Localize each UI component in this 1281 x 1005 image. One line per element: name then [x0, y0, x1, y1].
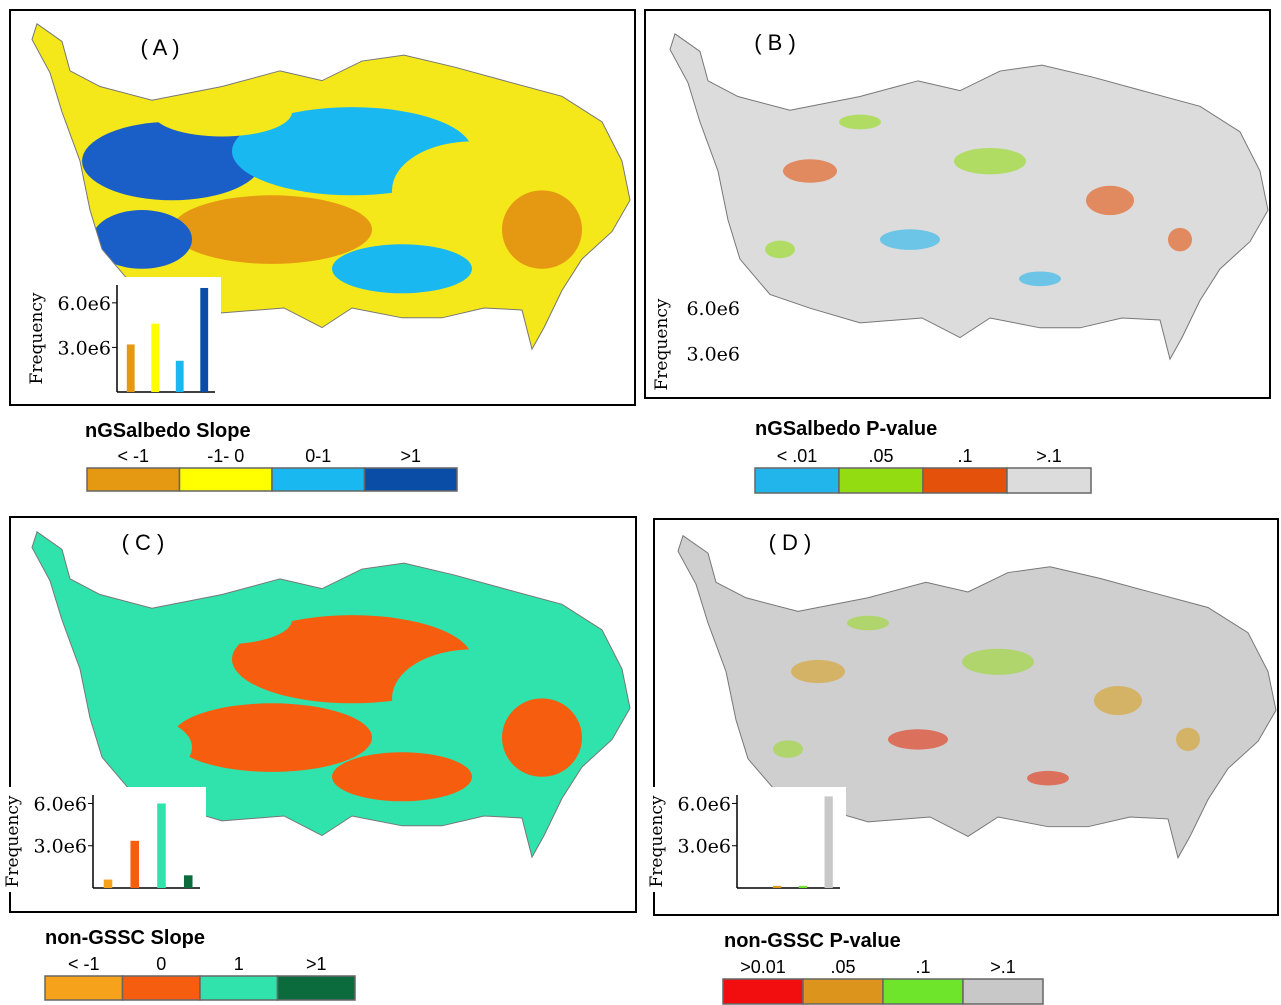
panel-label: ( C ) — [122, 530, 165, 555]
map-fill — [660, 24, 1280, 377]
legend-title: non-GSSC P-value — [724, 930, 901, 952]
map-region — [92, 210, 192, 269]
legend-label: >.1 — [1036, 446, 1062, 466]
bar — [799, 886, 807, 888]
y-tick-label: 6.0e6 — [33, 793, 87, 815]
legend-label: >1 — [306, 954, 327, 974]
map-region — [152, 596, 292, 645]
bar — [157, 803, 166, 888]
y-tick-label: 3.0e6 — [57, 337, 111, 359]
map-region — [502, 190, 582, 268]
legend-swatch — [45, 976, 123, 1000]
y-axis-label: Frequency — [27, 292, 47, 384]
map-region — [1086, 186, 1134, 215]
y-tick-label: 6.0e6 — [677, 793, 731, 815]
map-region — [839, 115, 881, 130]
legend-label: < .01 — [777, 446, 818, 466]
legend-swatch — [180, 468, 273, 491]
map-region — [1168, 228, 1192, 252]
y-axis-label: Frequency — [647, 795, 667, 887]
legend-swatch — [123, 976, 201, 1000]
map-region — [773, 740, 803, 757]
legend-label: -1- 0 — [207, 446, 244, 466]
legend-label: < -1 — [117, 446, 149, 466]
legend-label: < -1 — [68, 954, 100, 974]
map-region — [791, 660, 845, 683]
legend-title: non-GSSC Slope — [45, 927, 205, 949]
map-region — [502, 698, 582, 776]
legend-swatch — [803, 979, 883, 1004]
legend-swatch — [755, 468, 839, 493]
legend-label: .1 — [915, 957, 930, 977]
legend-title: nGSalbedo P-value — [755, 418, 937, 440]
map-region — [152, 88, 292, 137]
panel-label: ( B ) — [754, 30, 796, 55]
map-region — [1094, 686, 1142, 715]
bar — [200, 288, 208, 392]
legend-label: .1 — [957, 446, 972, 466]
legend-swatch — [200, 976, 278, 1000]
map-region — [1176, 728, 1200, 751]
map-region — [1027, 771, 1069, 786]
map-region — [332, 244, 472, 293]
legend-label: 0-1 — [305, 446, 331, 466]
inset-bg — [27, 277, 221, 396]
panel: ( D ) 6.0e6 3.0e6 Frequency non-GSSC P-value… — [647, 519, 1281, 1004]
map-region — [888, 729, 948, 749]
map-region — [783, 159, 837, 183]
legend-swatch — [1007, 468, 1091, 493]
bar — [151, 324, 159, 392]
legend-swatch — [963, 979, 1043, 1004]
legend-swatch — [839, 468, 923, 493]
legend-label: >.1 — [990, 957, 1016, 977]
legend-swatch — [923, 468, 1007, 493]
panel: ( C ) 6.0e6 3.0e6 Frequency non-GSSC Slope < … — [3, 517, 642, 1000]
legend-label: >1 — [400, 446, 421, 466]
legend-swatch — [278, 976, 356, 1000]
legend-label: .05 — [868, 446, 893, 466]
map-region — [880, 229, 940, 250]
legend-label: 1 — [234, 954, 244, 974]
legend-swatch — [365, 468, 458, 491]
map-region — [172, 195, 372, 264]
panel: ( B ) 6.0e6 3.0e6 Frequency nGSalbedo P-valu… — [645, 10, 1280, 493]
legend-label: .05 — [830, 957, 855, 977]
legend-swatch — [723, 979, 803, 1004]
bar — [176, 361, 184, 392]
map-region — [172, 703, 372, 772]
legend-label: >0.01 — [740, 957, 786, 977]
map — [660, 24, 1280, 377]
legend-swatch — [272, 468, 365, 491]
map-region — [847, 616, 889, 631]
legend-swatch — [883, 979, 963, 1004]
map-region — [962, 649, 1034, 675]
bar — [825, 796, 833, 888]
map-region — [1019, 271, 1061, 286]
y-tick-label: 3.0e6 — [677, 836, 731, 858]
map-region — [765, 241, 795, 259]
panel-label: ( D ) — [769, 530, 812, 555]
y-axis-label: Frequency — [652, 298, 672, 390]
map-base — [660, 24, 1280, 377]
figure: ( A ) 6.0e6 3.0e6 Frequency nGSalbedo Slope <… — [0, 0, 1281, 1005]
map-region — [92, 718, 192, 777]
bar — [773, 886, 781, 888]
map-region — [954, 148, 1026, 174]
y-tick-label: 3.0e6 — [33, 836, 87, 858]
y-axis-label: Frequency — [3, 795, 23, 887]
bar — [184, 875, 193, 888]
panel: ( A ) 6.0e6 3.0e6 Frequency nGSalbedo Slope <… — [10, 10, 642, 491]
panel-label: ( A ) — [140, 35, 179, 60]
bar — [130, 841, 139, 888]
bar — [104, 880, 113, 888]
legend-label: 0 — [156, 954, 166, 974]
y-tick-label: 3.0e6 — [686, 344, 740, 366]
bar — [127, 344, 135, 392]
legend-swatch — [87, 468, 180, 491]
y-tick-label: 6.0e6 — [57, 293, 111, 315]
map-region — [332, 752, 472, 801]
legend-title: nGSalbedo Slope — [85, 420, 251, 442]
y-tick-label: 6.0e6 — [686, 298, 740, 320]
